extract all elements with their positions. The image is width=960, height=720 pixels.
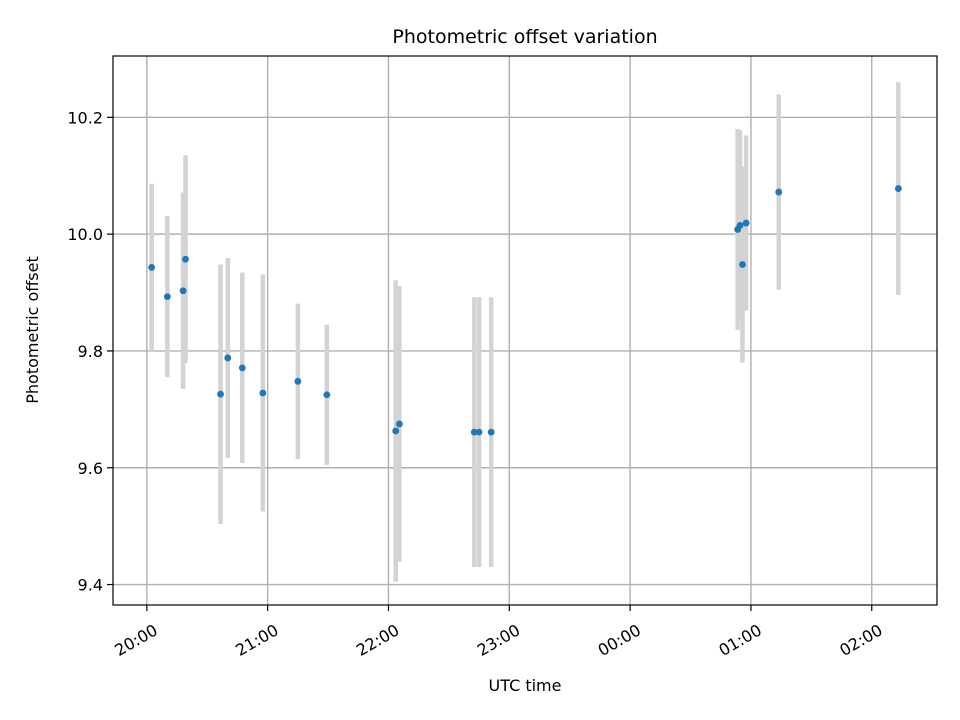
y-tick-label: 10.0 [67, 225, 103, 244]
data-point [217, 390, 224, 398]
data-point [224, 354, 232, 362]
data-point [487, 428, 495, 436]
data-point [742, 219, 750, 227]
data-point [182, 255, 189, 263]
data-point [395, 420, 403, 428]
data-point [163, 293, 171, 301]
data-point [238, 364, 246, 372]
data-point [179, 287, 187, 295]
data-point [775, 188, 783, 196]
y-tick-label: 9.4 [78, 576, 103, 595]
y-axis-title: Photometric offset [23, 256, 42, 404]
data-point [323, 391, 331, 399]
grid [113, 56, 937, 605]
data-point [739, 261, 746, 268]
x-axis-title: UTC time [489, 676, 562, 695]
data-point [148, 264, 156, 271]
data-points [148, 185, 902, 436]
data-point [736, 221, 744, 229]
data-point [470, 428, 478, 436]
data-point [259, 389, 267, 397]
data-point [294, 377, 302, 385]
chart-title: Photometric offset variation [392, 26, 657, 48]
data-point [392, 427, 400, 435]
y-tick-label: 9.6 [78, 459, 103, 478]
y-tick-label: 9.8 [78, 342, 103, 361]
data-point [894, 185, 902, 192]
y-tick-label: 10.2 [67, 108, 103, 127]
plot-frame [112, 55, 938, 606]
data-point [475, 428, 483, 436]
plot-area [113, 56, 937, 605]
